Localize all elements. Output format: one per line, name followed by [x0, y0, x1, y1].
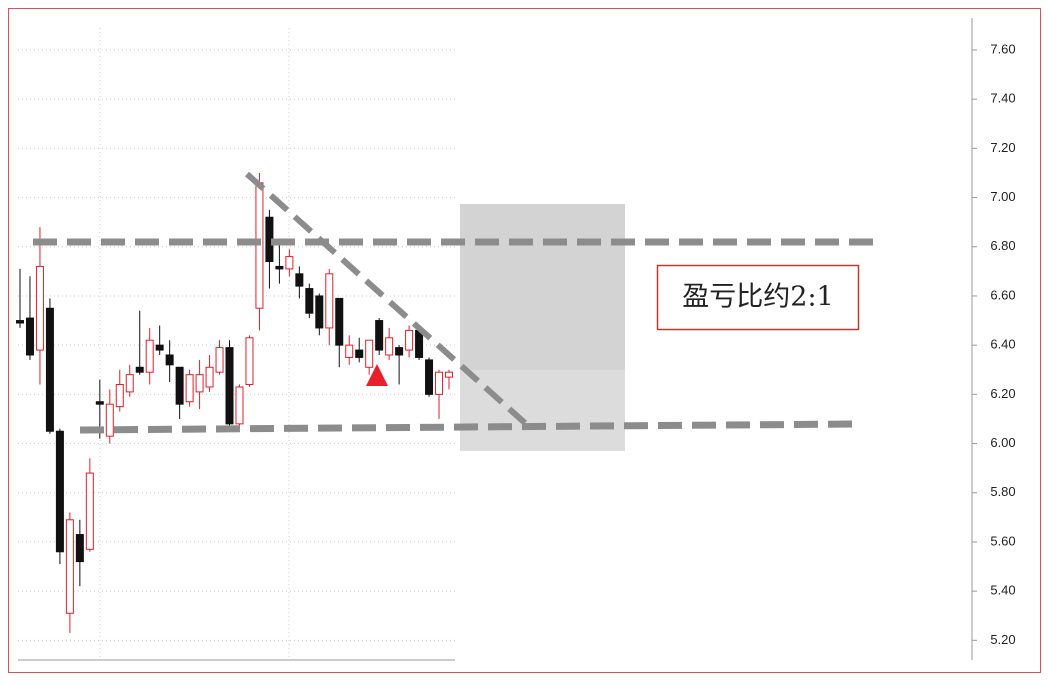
candle-body: [445, 371, 453, 378]
candle-body: [75, 534, 84, 563]
support-line: [79, 420, 858, 434]
candle-body: [315, 295, 324, 329]
candle-body: [365, 339, 374, 368]
y-tick-label: 7.60: [990, 41, 1015, 56]
candle-body: [16, 320, 24, 324]
y-tick-label: 6.60: [990, 287, 1015, 302]
candle-body: [85, 472, 94, 550]
y-tick-label: 5.80: [990, 484, 1015, 499]
candle-body: [205, 366, 214, 388]
gain-zone: [460, 370, 625, 451]
candle-body: [65, 519, 74, 614]
y-tick-label: 5.40: [990, 583, 1015, 598]
candle-body: [275, 265, 284, 270]
annotation: 盈亏比约2:1: [682, 282, 833, 313]
y-tick-label: 7.20: [990, 140, 1015, 155]
candle-body: [145, 339, 154, 373]
candle-body: [175, 366, 184, 405]
y-tick-label: 6.40: [990, 337, 1015, 352]
candle-body: [125, 374, 134, 393]
candle-body: [45, 307, 54, 432]
candle-body: [375, 320, 384, 351]
candle-body: [425, 359, 434, 395]
grid: [18, 28, 455, 660]
candle-body: [235, 386, 244, 425]
loss-zone: [460, 204, 625, 370]
candle-body: [295, 273, 304, 287]
candle-body: [195, 374, 204, 393]
candle-body: [395, 347, 404, 356]
candle-body: [345, 344, 354, 358]
candle-body: [215, 347, 224, 373]
frame: [8, 8, 1041, 673]
candle-body: [405, 329, 414, 351]
candle-body: [245, 337, 254, 386]
candle-body: [95, 401, 104, 405]
candle-body: [335, 297, 344, 346]
y-tick-label: 7.00: [990, 189, 1015, 204]
y-tick-label: 5.60: [990, 533, 1015, 548]
signal-marker: [366, 364, 388, 386]
candle-body: [155, 344, 164, 351]
candle-body: [105, 403, 114, 437]
y-tick-label: 5.20: [990, 632, 1015, 647]
candle-body: [255, 182, 264, 309]
candles: [16, 172, 453, 633]
candle-body: [55, 430, 64, 553]
candle-body: [435, 371, 444, 395]
candle-body: [285, 256, 294, 270]
y-tick-label: 7.40: [990, 91, 1015, 106]
candle-body: [25, 317, 34, 356]
candle-body: [115, 384, 124, 408]
candle-body: [415, 329, 424, 358]
candle-body: [35, 265, 44, 351]
candle-body: [325, 273, 334, 329]
candle-body: [355, 349, 364, 358]
candle-body: [135, 366, 144, 373]
y-tick-label: 6.80: [990, 238, 1015, 253]
annotation-box: [656, 264, 860, 331]
candle-body: [225, 347, 234, 425]
candle-body: [165, 354, 174, 366]
y-tick-label: 6.00: [990, 435, 1015, 450]
candle-body: [385, 337, 394, 356]
y-tick-label: 6.20: [990, 386, 1015, 401]
candle-body: [305, 288, 314, 314]
candle-body: [185, 374, 194, 403]
